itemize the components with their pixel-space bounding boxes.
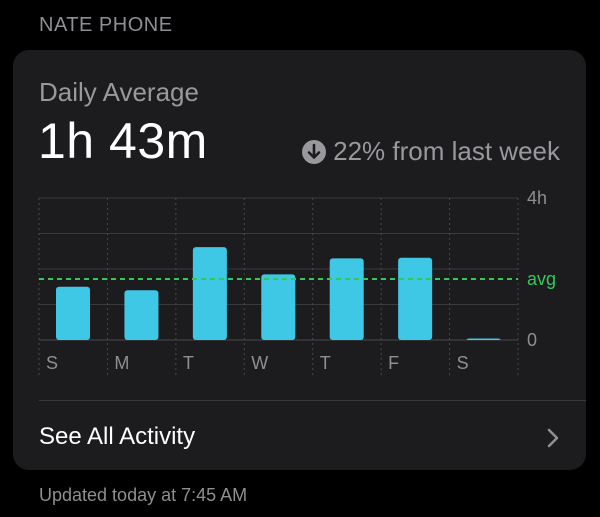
day-label: S [457,353,469,373]
y-tick-label: 0 [527,330,537,350]
daily-average-value: 1h 43m [38,113,208,169]
bar-6 [466,338,501,340]
bar-3 [261,274,296,340]
bar-0 [56,286,90,340]
daily-average-card: Daily Average 1h 43m 22% from last week … [13,50,586,470]
day-label: T [183,353,194,373]
weekly-change: 22% from last week [301,136,560,167]
day-label: M [114,353,129,373]
bar-4 [329,258,364,340]
average-label: avg [527,269,556,289]
day-label: W [251,353,268,373]
day-label: F [388,353,399,373]
day-label: T [320,353,331,373]
updated-timestamp: Updated today at 7:45 AM [39,485,248,505]
divider [39,400,586,401]
see-all-activity-button[interactable]: See All Activity [39,423,196,450]
daily-average-label: Daily Average [39,77,199,107]
section-header: NATE PHONE [39,14,173,36]
bar-5 [398,257,433,340]
day-label: S [46,353,58,373]
chevron-right-icon[interactable] [546,428,560,448]
bar-2 [192,247,227,340]
bar-1 [124,290,159,340]
usage-bar-chart: S M T W T F S 4h 0 avg [38,188,556,375]
arrow-down-circle-icon [302,139,327,164]
weekly-change-text: 22% from last week [333,136,560,166]
y-tick-label: 4h [527,188,547,208]
